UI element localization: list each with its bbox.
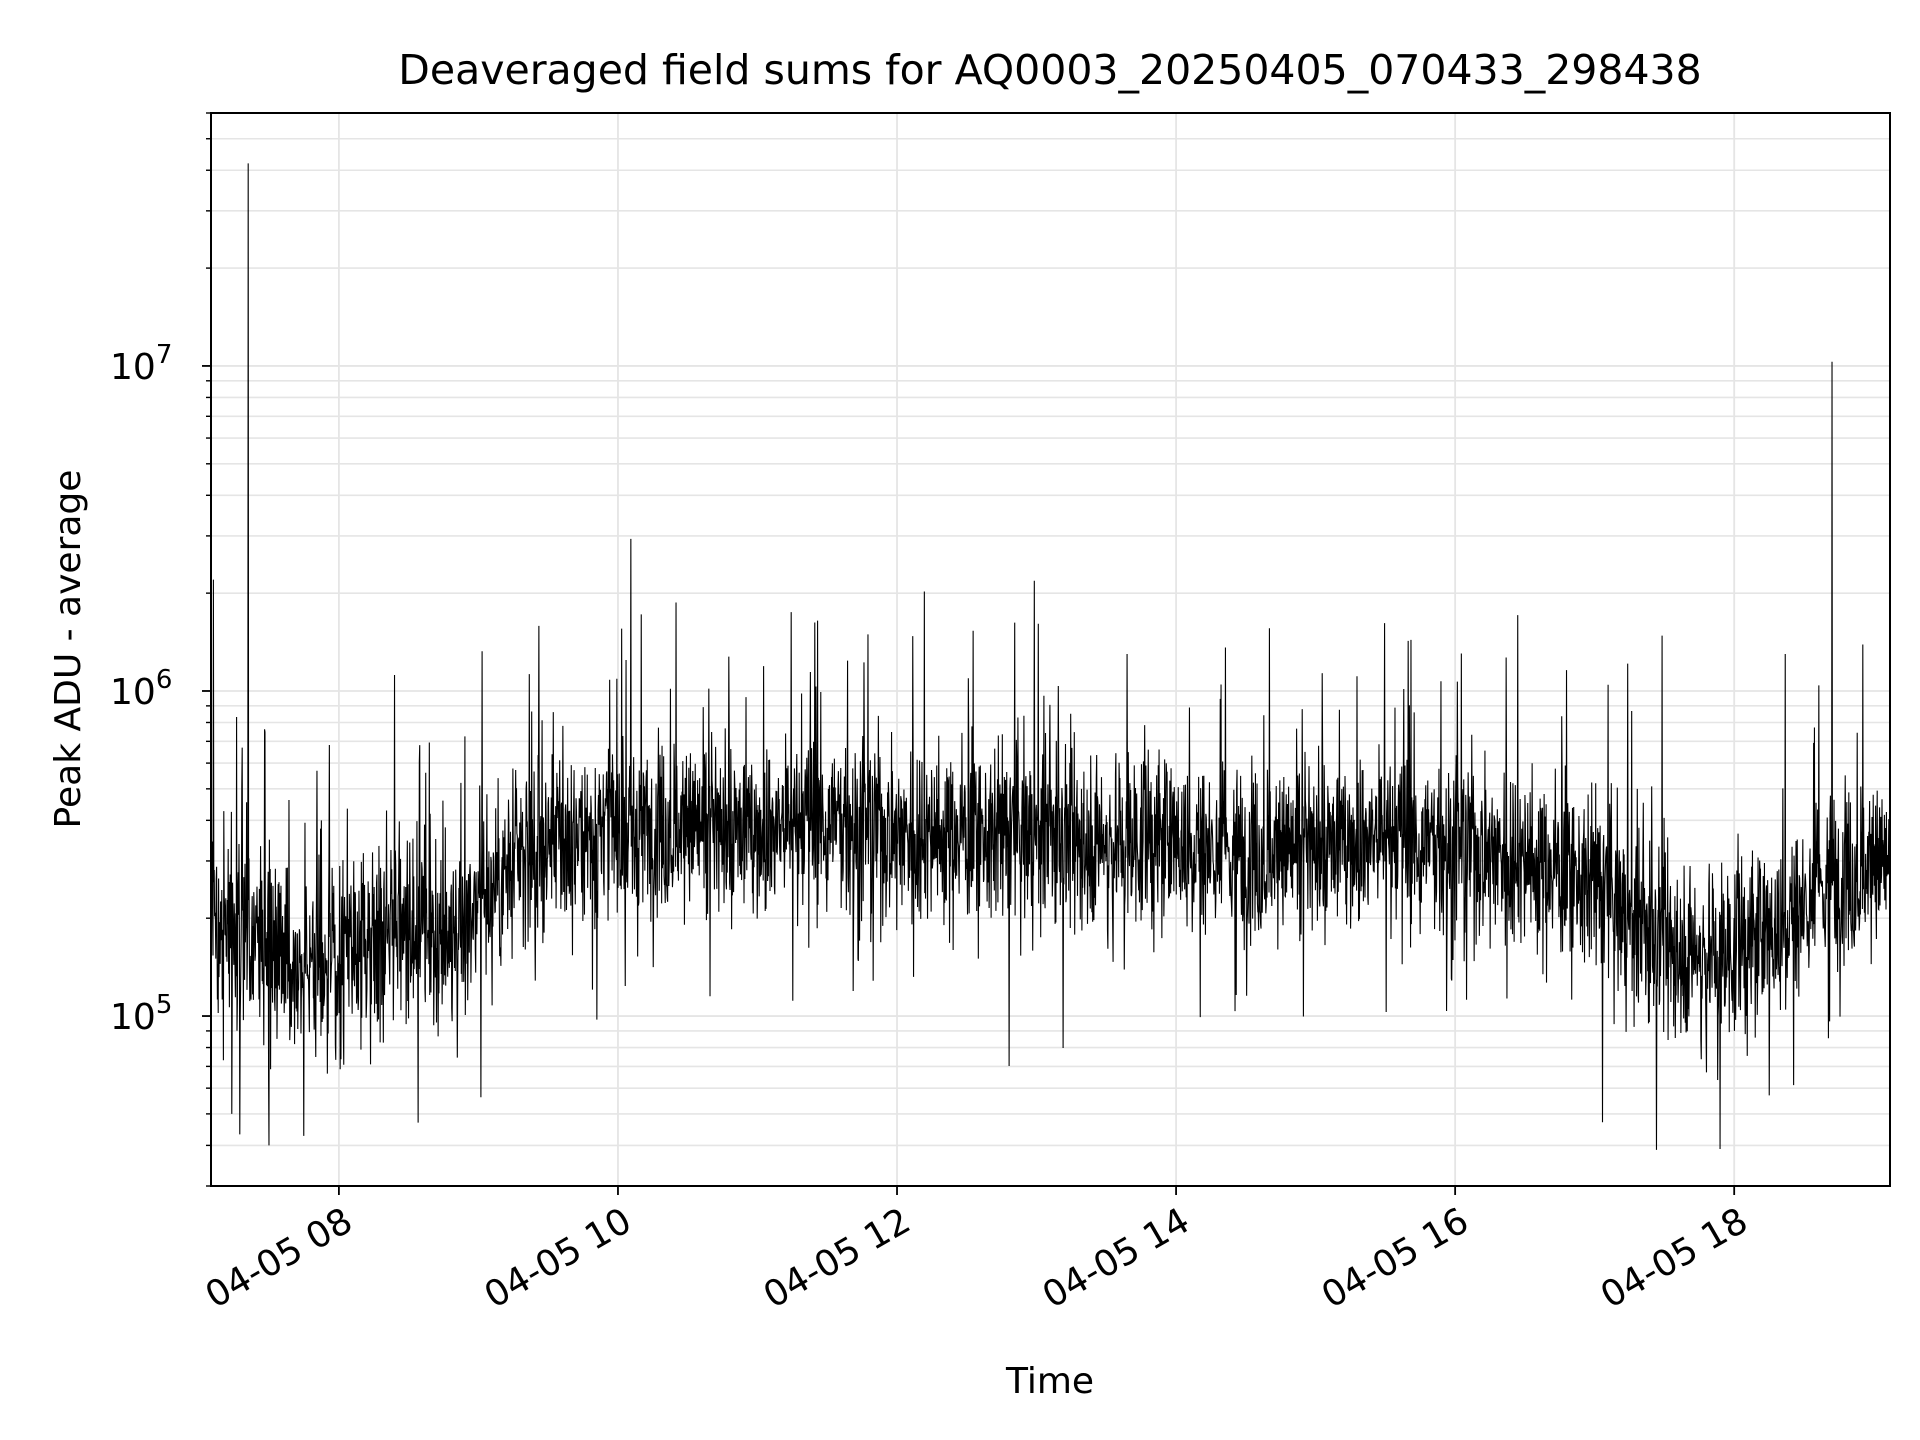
- chart-title: Deaveraged field sums for AQ0003_2025040…: [398, 46, 1701, 94]
- y-tick-label: 105: [110, 990, 172, 1038]
- series-line: [210, 163, 1891, 1150]
- y-axis-ticks: 105 106 107: [110, 112, 211, 1187]
- y-axis-label: Peak ADU - average: [48, 470, 89, 829]
- plot-frame: [210, 112, 1891, 1187]
- y-tick-label: 106: [110, 665, 172, 713]
- data-series: [210, 163, 1891, 1150]
- x-axis-label: Time: [1005, 1361, 1094, 1402]
- y-tick-label: 107: [110, 340, 172, 388]
